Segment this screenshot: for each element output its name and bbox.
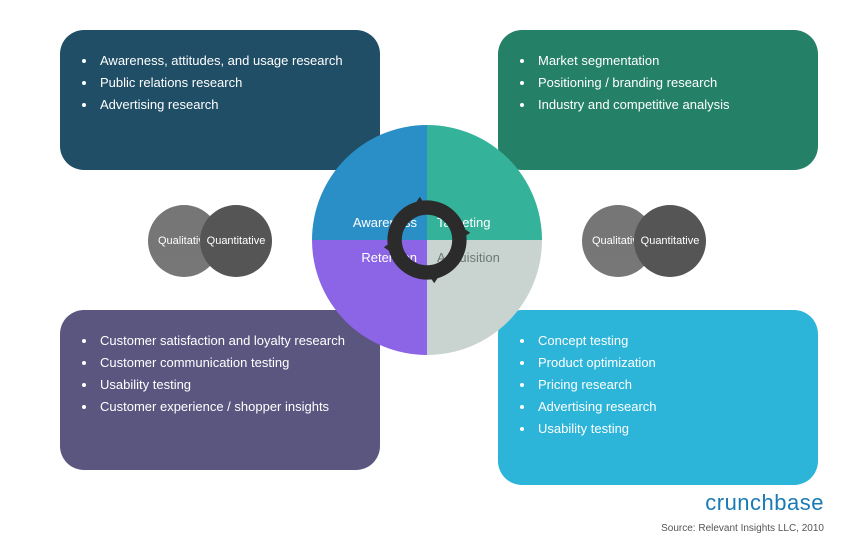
quantitative-bubble: Quantitative	[200, 205, 272, 277]
box-item: Advertising research	[82, 94, 358, 116]
box-awareness-list: Awareness, attitudes, and usage research…	[82, 50, 358, 116]
qual-quant-left: Qualitative Quantitative	[148, 205, 278, 277]
box-item: Positioning / branding research	[520, 72, 796, 94]
qual-quant-right: Qualitative Quantitative	[582, 205, 712, 277]
brand-logo: crunchbase	[705, 490, 824, 516]
cycle-arrows-icon	[382, 195, 472, 285]
box-item: Customer experience / shopper insights	[82, 396, 358, 418]
box-item: Usability testing	[520, 418, 796, 440]
box-item: Product optimization	[520, 352, 796, 374]
box-acquisition: Concept testingProduct optimizationPrici…	[498, 310, 818, 485]
box-item: Customer communication testing	[82, 352, 358, 374]
box-item: Advertising research	[520, 396, 796, 418]
diagram-canvas: { "boxes": { "awareness": { "bg": "#1f4e…	[0, 0, 854, 548]
box-item: Awareness, attitudes, and usage research	[82, 50, 358, 72]
box-targeting-list: Market segmentationPositioning / brandin…	[520, 50, 796, 116]
source-text: Source: Relevant Insights LLC, 2010	[661, 523, 824, 534]
box-acquisition-list: Concept testingProduct optimizationPrici…	[520, 330, 796, 440]
box-targeting: Market segmentationPositioning / brandin…	[498, 30, 818, 170]
box-item: Public relations research	[82, 72, 358, 94]
box-item: Concept testing	[520, 330, 796, 352]
box-item: Industry and competitive analysis	[520, 94, 796, 116]
center-pie: Awareness Targeting Retention Acquisitio…	[312, 125, 542, 355]
box-item: Market segmentation	[520, 50, 796, 72]
quantitative-bubble: Quantitative	[634, 205, 706, 277]
box-item: Usability testing	[82, 374, 358, 396]
box-item: Pricing research	[520, 374, 796, 396]
